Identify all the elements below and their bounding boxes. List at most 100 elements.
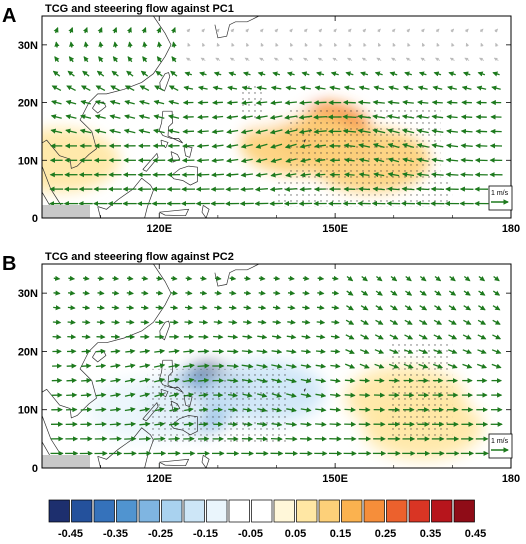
flow-vector [359, 377, 371, 384]
flow-vector [284, 129, 298, 135]
flow-vector [81, 363, 92, 369]
flow-vector [240, 143, 253, 149]
flow-vector [254, 186, 268, 192]
flow-vector [124, 421, 137, 427]
flow-vector [419, 305, 428, 311]
lat-tick-label: 30N [18, 40, 38, 52]
flow-vector [419, 290, 427, 296]
flow-vector [53, 275, 61, 281]
lat-tick-label: 20N [18, 98, 38, 110]
flow-vector [273, 275, 281, 281]
flow-vector [476, 363, 488, 369]
flow-vector [124, 85, 135, 91]
flow-vector [300, 421, 312, 427]
flow-vector [285, 363, 298, 369]
colorbar-swatch [206, 499, 228, 523]
flow-vector [126, 275, 134, 281]
flow-vector [372, 186, 385, 192]
flow-vector [245, 28, 249, 33]
flow-vector [345, 349, 355, 354]
flow-vector [387, 186, 400, 192]
flow-vector [431, 99, 443, 106]
flow-vector [434, 275, 442, 282]
flow-vector [359, 349, 370, 354]
flow-vector [197, 377, 210, 384]
flow-vector [331, 305, 340, 311]
flow-vector [141, 26, 147, 34]
flow-vector [418, 363, 429, 369]
flow-vector [182, 143, 195, 149]
lon-tick-label: 180 [502, 473, 520, 485]
flow-vector [285, 85, 297, 91]
flow-vector [463, 275, 471, 282]
flow-vector [196, 128, 209, 135]
flow-vector [259, 28, 264, 33]
flow-vector [167, 128, 180, 134]
flow-vector [314, 85, 326, 91]
flow-vector [315, 421, 327, 427]
flow-vector [420, 57, 426, 62]
flow-vector [359, 392, 371, 398]
flow-vector [344, 407, 356, 413]
flow-vector [256, 85, 267, 91]
flow-vector [95, 363, 107, 369]
panel-a-title: TCG and steeering flow against PC1 [45, 3, 234, 15]
flow-vector [345, 319, 355, 325]
flow-vector [284, 143, 297, 149]
flow-vector [433, 334, 443, 340]
flow-vector [81, 334, 91, 340]
coastline [159, 208, 190, 217]
flow-vector [212, 85, 223, 91]
flow-vector [373, 85, 385, 91]
flow-vector [372, 99, 385, 106]
flow-vector [127, 56, 133, 63]
flow-vector [431, 114, 444, 120]
flow-vector [109, 128, 121, 134]
significance-stipple [276, 177, 453, 207]
reference-vector-b: 1 m/s [488, 433, 513, 459]
flow-vector [126, 70, 134, 77]
flow-vector [213, 71, 222, 77]
flow-vector [390, 275, 398, 282]
flow-vector [445, 143, 459, 149]
flow-vector [168, 363, 181, 369]
flow-vector [448, 305, 457, 311]
flow-vector [361, 290, 369, 296]
flow-vector [110, 407, 122, 413]
flow-vector [95, 421, 107, 427]
reference-vector-a-label: 1 m/s [491, 190, 509, 197]
flow-vector [387, 157, 400, 163]
flow-vector [228, 71, 236, 77]
flow-vector [361, 57, 367, 62]
flow-vector [288, 275, 295, 281]
flow-vector [330, 71, 339, 77]
flow-vector [464, 28, 469, 33]
flow-vector [271, 378, 283, 384]
flow-vector [230, 28, 235, 33]
colorbar-swatch [251, 499, 273, 523]
flow-vector [241, 378, 254, 384]
colorbar-label: 0.15 [330, 528, 351, 540]
flow-vector [213, 319, 223, 325]
reference-vector-a: 1 m/s [488, 185, 513, 211]
flow-vector [214, 275, 222, 281]
colorbar-label: 0.45 [465, 528, 486, 540]
flow-vector [110, 377, 122, 384]
flow-vector [140, 70, 149, 77]
flow-vector [433, 319, 443, 325]
flow-vector [405, 290, 413, 296]
flow-vector [301, 71, 310, 77]
flow-vector [301, 348, 312, 355]
flow-vector [401, 114, 415, 120]
land-mask-b [42, 455, 90, 468]
flow-vector [272, 71, 281, 77]
flow-vector [387, 171, 400, 178]
flow-vector [404, 334, 414, 340]
flow-vector [344, 172, 355, 178]
flow-vector [288, 57, 294, 62]
flow-vector [464, 57, 470, 62]
flow-vector [330, 378, 341, 384]
flow-vector [168, 99, 179, 105]
flow-vector [372, 142, 385, 149]
coastline [160, 139, 169, 149]
